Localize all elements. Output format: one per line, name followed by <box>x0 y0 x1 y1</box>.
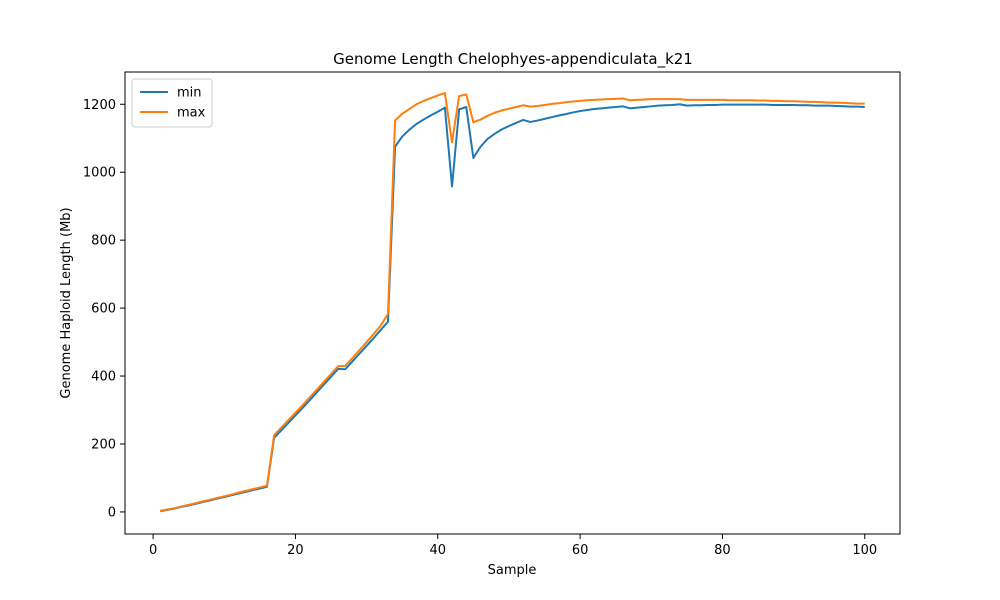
x-tick-label: 80 <box>714 543 731 558</box>
y-tick-label: 800 <box>91 234 116 249</box>
x-axis-ticks: 0 20 40 60 80 100 <box>149 534 877 558</box>
y-axis-label: Genome Haploid Length (Mb) <box>59 207 74 398</box>
y-tick-label: 0 <box>108 505 116 520</box>
y-tick-label: 200 <box>91 437 116 452</box>
x-axis-label: Sample <box>488 563 537 578</box>
legend-label-max: max <box>177 106 206 121</box>
plot-frame <box>124 71 901 535</box>
series-line-min <box>160 103 865 513</box>
x-tick-label: 100 <box>852 543 877 558</box>
x-tick-label: 20 <box>287 543 304 558</box>
chart-title: Genome Length Chelophyes-appendiculata_k… <box>333 50 693 69</box>
legend-label-min: min <box>177 86 202 101</box>
x-tick-label: 40 <box>430 543 447 558</box>
legend: min max <box>131 78 213 128</box>
x-tick-label: 0 <box>149 543 157 558</box>
x-tick-label: 60 <box>572 543 589 558</box>
y-tick-label: 600 <box>91 302 116 317</box>
y-tick-label: 1200 <box>83 98 116 113</box>
series-line-max <box>160 92 865 512</box>
y-tick-label: 1000 <box>83 166 116 181</box>
y-tick-label: 400 <box>91 370 116 385</box>
y-axis-ticks: 0 200 400 600 800 1000 1200 <box>83 98 125 520</box>
series-layer <box>160 92 865 513</box>
